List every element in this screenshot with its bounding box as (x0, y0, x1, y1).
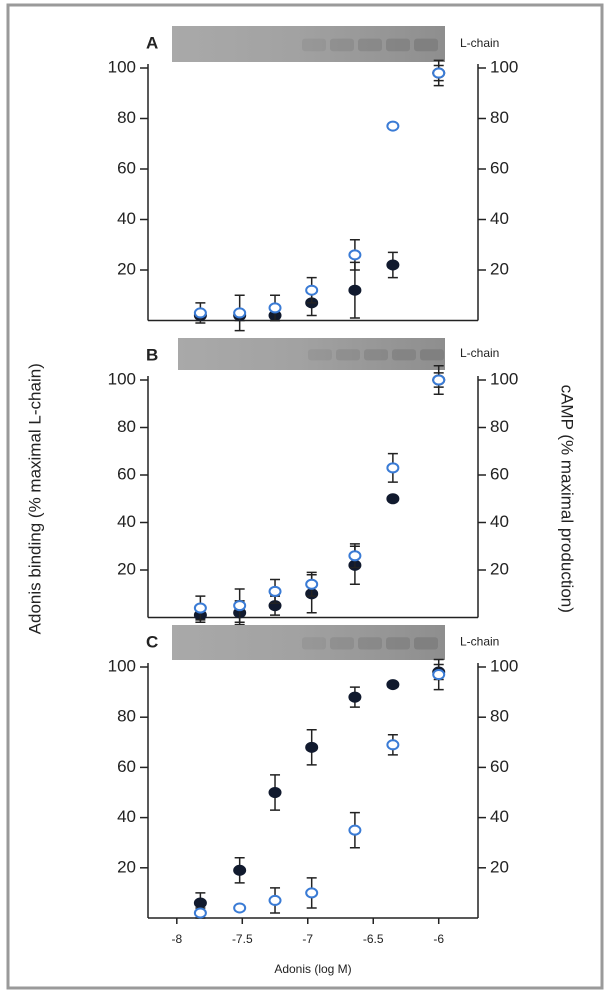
open-point (433, 376, 444, 385)
y-tick-label: 40 (117, 512, 136, 531)
y-axis-title: Adonis binding (% maximal L-chain) (25, 363, 44, 634)
filled-point (387, 260, 398, 269)
y-tick-label: 100 (108, 369, 136, 388)
open-point (306, 286, 317, 295)
open-point (387, 740, 398, 749)
x-tick-label: -7 (302, 932, 313, 946)
gel-lane (358, 39, 382, 52)
open-point (195, 308, 206, 317)
filled-point (387, 494, 398, 503)
open-point (387, 463, 398, 472)
figure: L-chain A 20 40 60 80 100 20 40 60 80 100 L-chain B 20… (0, 0, 610, 994)
y-tick-label: 20 (117, 559, 136, 578)
panel-label: A (146, 33, 158, 52)
y2-tick-label: 80 (490, 707, 509, 726)
gel-lane (308, 349, 332, 360)
y-tick-label: 80 (117, 707, 136, 726)
open-point (349, 250, 360, 259)
y-tick-label: 20 (117, 259, 136, 278)
filled-point (387, 680, 398, 689)
filled-point (234, 866, 245, 875)
y-tick-label: 40 (117, 209, 136, 228)
y2-tick-label: 80 (490, 417, 509, 436)
y2-tick-label: 40 (490, 807, 509, 826)
filled-point (349, 693, 360, 702)
y2-tick-label: 60 (490, 158, 509, 177)
band-label: L-chain (460, 346, 499, 360)
y-tick-label: 100 (108, 656, 136, 675)
y-tick-label: 60 (117, 757, 136, 776)
y-tick-label: 40 (117, 807, 136, 826)
filled-point (306, 743, 317, 752)
frame (8, 5, 602, 988)
open-point (234, 903, 245, 912)
gel-lane (386, 637, 410, 649)
x-tick-label: -7.5 (232, 932, 253, 946)
gel-lane (420, 349, 444, 360)
y2-tick-label: 40 (490, 512, 509, 531)
filled-point (349, 286, 360, 295)
gel-lane (302, 39, 326, 52)
gel-lane (392, 349, 416, 360)
y-tick-label: 100 (108, 57, 136, 76)
gel-lane (364, 349, 388, 360)
x-tick-label: -6.5 (363, 932, 384, 946)
open-point (234, 308, 245, 317)
open-point (270, 303, 281, 312)
panel-label: C (146, 632, 158, 651)
open-point (270, 896, 281, 905)
panel-label: B (146, 345, 158, 364)
y2-tick-label: 40 (490, 209, 509, 228)
gel-lane (302, 637, 326, 649)
open-point (349, 826, 360, 835)
y2-tick-label: 100 (490, 656, 518, 675)
open-point (349, 551, 360, 560)
x-axis-title: Adonis (log M) (274, 962, 351, 976)
x-tick-label: -8 (171, 932, 182, 946)
y2-axis-title: cAMP (% maximal production) (558, 385, 577, 613)
y-tick-label: 80 (117, 108, 136, 127)
band-label: L-chain (460, 635, 499, 649)
y-tick-label: 20 (117, 857, 136, 876)
y2-tick-label: 60 (490, 757, 509, 776)
y2-tick-label: 60 (490, 464, 509, 483)
open-point (387, 122, 398, 131)
open-point (270, 587, 281, 596)
y-tick-label: 60 (117, 158, 136, 177)
y-tick-label: 80 (117, 417, 136, 436)
y2-tick-label: 100 (490, 369, 518, 388)
gel-lane (386, 39, 410, 52)
y2-tick-label: 20 (490, 559, 509, 578)
filled-point (195, 898, 206, 907)
open-point (195, 908, 206, 917)
y-tick-label: 60 (117, 464, 136, 483)
open-point (195, 604, 206, 613)
gel-lane (414, 637, 438, 649)
filled-point (270, 788, 281, 797)
open-point (306, 888, 317, 897)
gel-lane (330, 637, 354, 649)
open-point (306, 580, 317, 589)
gel-lane (414, 39, 438, 52)
y2-tick-label: 100 (490, 57, 518, 76)
open-point (234, 601, 245, 610)
gel-lane (336, 349, 360, 360)
y2-tick-label: 20 (490, 259, 509, 278)
y2-tick-label: 80 (490, 108, 509, 127)
open-point (433, 69, 444, 78)
gel-lane (358, 637, 382, 649)
x-tick-label: -6 (433, 932, 444, 946)
gel-lane (330, 39, 354, 52)
band-label: L-chain (460, 36, 499, 50)
y2-tick-label: 20 (490, 857, 509, 876)
open-point (433, 670, 444, 679)
